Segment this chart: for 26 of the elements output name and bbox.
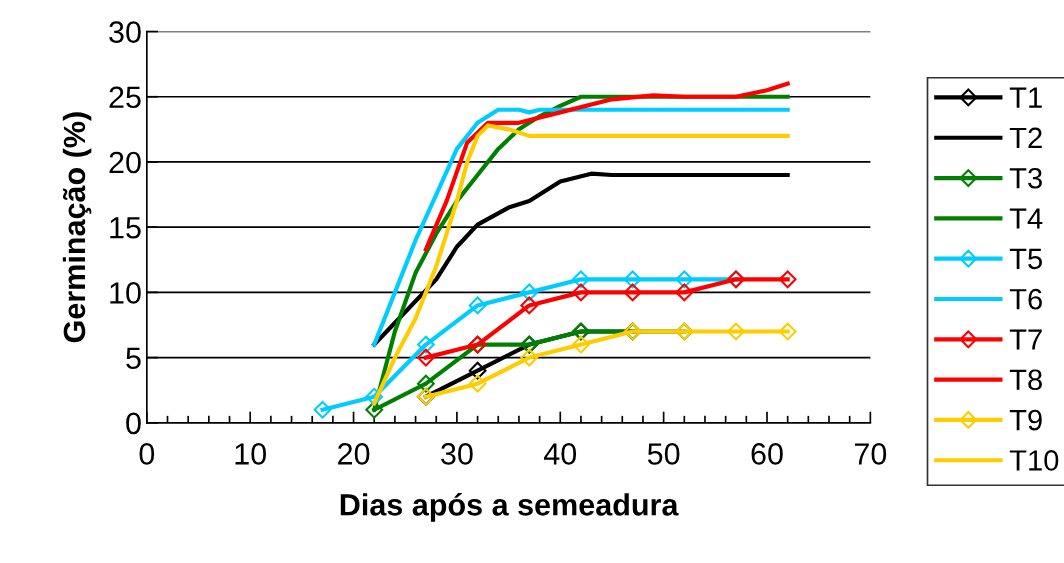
legend-label: T6 <box>1009 288 1042 310</box>
legend-label: T7 <box>1009 329 1042 350</box>
y-axis-title: Germinação (%) <box>62 112 92 343</box>
legend-label: T1 <box>1009 87 1042 108</box>
y-tick-label: 30 <box>109 21 141 43</box>
legend-label: T4 <box>1009 208 1043 229</box>
legend-label: T10 <box>1009 450 1059 471</box>
legend-label: T2 <box>1009 127 1042 148</box>
y-tick-label: 20 <box>109 151 141 174</box>
legend-label: T3 <box>1009 167 1042 189</box>
y-tick-label: 0 <box>126 412 141 435</box>
y-tick-label: 15 <box>110 217 141 239</box>
x-tick-label: 10 <box>235 443 266 465</box>
x-tick-label: 60 <box>751 443 783 465</box>
legend-label: T8 <box>1009 369 1042 391</box>
y-tick-label: 5 <box>126 347 141 369</box>
x-axis-title: Dias após a semeadura <box>340 492 679 522</box>
x-tick-label: 30 <box>441 443 473 465</box>
x-tick-label: 70 <box>854 443 887 465</box>
x-tick-label: 50 <box>647 443 680 465</box>
legend-label: T9 <box>1009 409 1042 431</box>
x-tick-label: 20 <box>338 443 370 465</box>
x-tick-label: 40 <box>543 443 577 465</box>
legend-label: T5 <box>1009 248 1042 270</box>
y-tick-label: 25 <box>109 86 141 109</box>
y-tick-label: 10 <box>110 282 141 304</box>
